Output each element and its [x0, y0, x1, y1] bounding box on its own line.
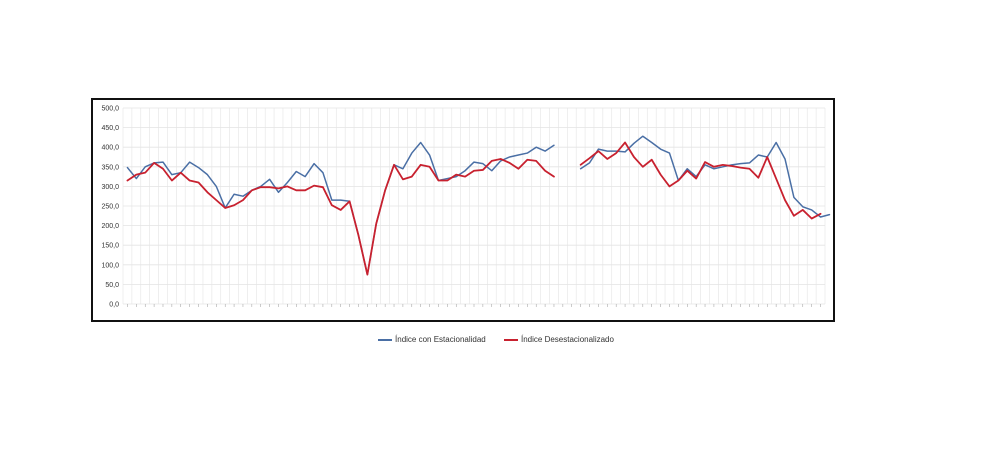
legend-label-estacionalidad: Índice con Estacionalidad: [395, 335, 486, 345]
series-line-2: [126, 158, 555, 276]
y-tick-label: 50,0: [105, 282, 119, 289]
series-line-2: [579, 141, 822, 220]
y-tick-label: 0,0: [109, 302, 119, 309]
y-tick-label: 300,0: [101, 184, 119, 191]
legend-item-desestacionalizado: Índice Desestacionalizado: [504, 335, 614, 344]
y-tick-label: 450,0: [101, 125, 119, 132]
line-chart: 0,0 50,0 100,0 150,0 200,0 250,0 300,0 350,0 400…: [101, 106, 831, 309]
series-line-1: [126, 141, 555, 276]
y-tick-label: 100,0: [101, 262, 119, 269]
legend-swatch-desestacionalizado: [504, 339, 518, 342]
legend-item-estacionalidad: Índice con Estacionalidad: [378, 335, 486, 344]
series-line-1: [579, 135, 831, 218]
y-tick-label: 500,0: [101, 106, 119, 113]
y-tick-label: 350,0: [101, 164, 119, 171]
y-tick-label: 400,0: [101, 145, 119, 152]
chart-frame: 0,0 50,0 100,0 150,0 200,0 250,0 300,0 350,0 400…: [91, 98, 835, 322]
y-tick-label: 200,0: [101, 223, 119, 230]
legend-label-desestacionalizado: Índice Desestacionalizado: [521, 335, 614, 345]
legend-swatch-estacionalidad: [378, 339, 393, 342]
y-tick-label: 250,0: [101, 204, 119, 211]
chart-legend: Índice con Estacionalidad Índice Desesta…: [0, 335, 992, 344]
y-tick-label: 150,0: [101, 243, 119, 250]
